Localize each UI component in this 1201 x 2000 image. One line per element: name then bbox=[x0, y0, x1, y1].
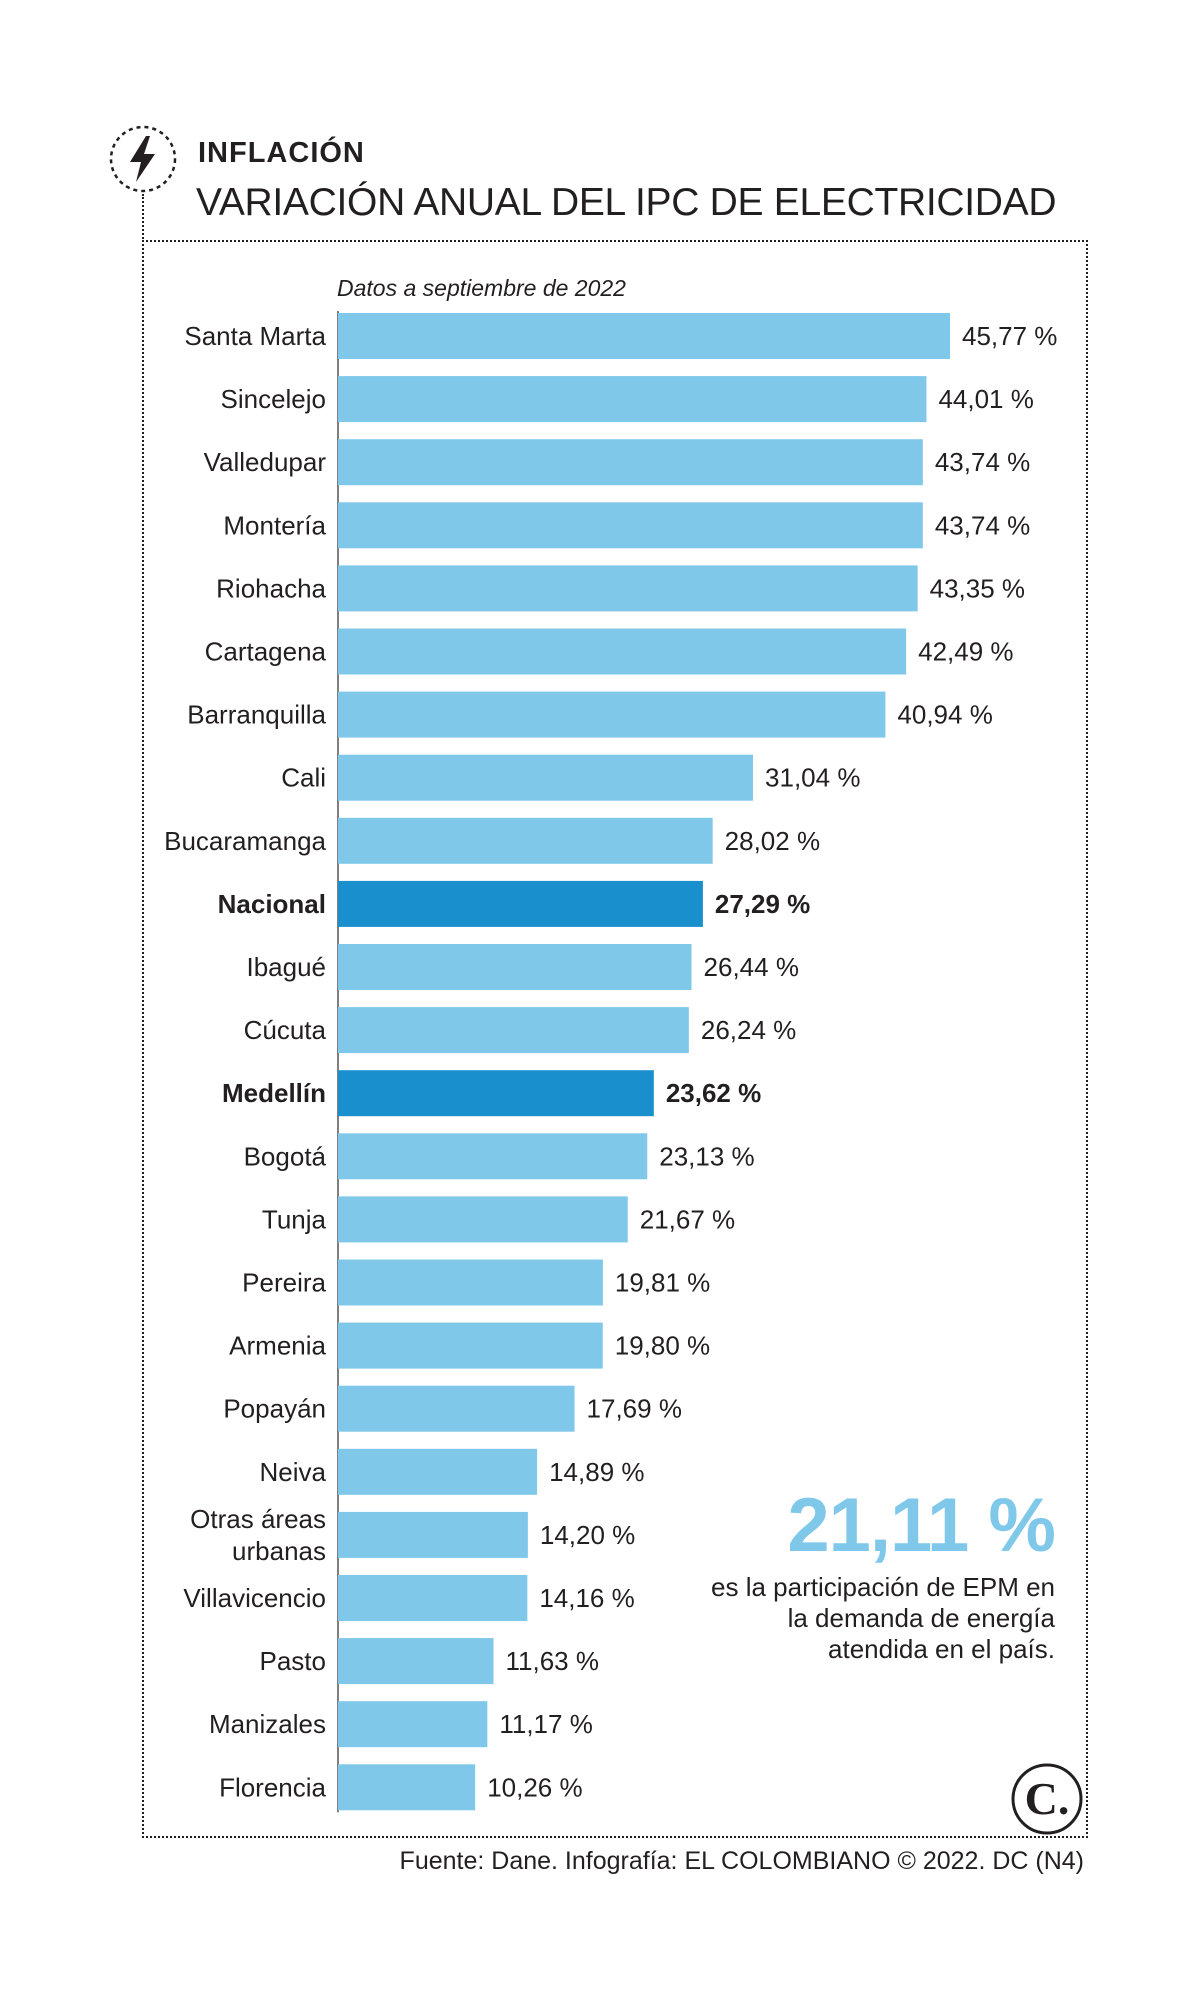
bar-4 bbox=[338, 565, 918, 612]
value-label-11: 26,24 % bbox=[701, 1015, 796, 1045]
value-label-10: 26,44 % bbox=[704, 952, 799, 982]
data-date-note: Datos a septiembre de 2022 bbox=[337, 275, 626, 301]
category-label-18: Neiva bbox=[260, 1457, 327, 1487]
category-label-0: Santa Marta bbox=[184, 321, 326, 351]
value-label-7: 31,04 % bbox=[765, 763, 860, 793]
bar-12 bbox=[338, 1070, 654, 1117]
value-label-4: 43,35 % bbox=[930, 573, 1025, 603]
bar-20 bbox=[338, 1575, 528, 1621]
category-label-15: Pereira bbox=[242, 1268, 326, 1298]
callout-value: 21,11 % bbox=[787, 1483, 1056, 1568]
bar-18 bbox=[338, 1448, 538, 1495]
value-label-20: 14,16 % bbox=[539, 1583, 634, 1613]
value-label-17: 17,69 % bbox=[587, 1394, 682, 1424]
frame-connector-line bbox=[142, 194, 144, 242]
value-label-1: 44,01 % bbox=[938, 384, 1033, 414]
category-label-14: Tunja bbox=[262, 1204, 327, 1234]
source-credit: Fuente: Dane. Infografía: EL COLOMBIANO … bbox=[399, 1847, 1084, 1875]
lightning-bolt-icon bbox=[109, 125, 177, 193]
bar-15 bbox=[338, 1259, 603, 1306]
bar-22 bbox=[338, 1701, 488, 1748]
category-label-23: Florencia bbox=[219, 1772, 326, 1802]
value-label-18: 14,89 % bbox=[549, 1457, 644, 1487]
value-label-19: 14,20 % bbox=[540, 1520, 635, 1550]
logo-letter: C. bbox=[1025, 1773, 1070, 1824]
category-label-10: Ibagué bbox=[246, 952, 326, 982]
chart-frame bbox=[142, 240, 1088, 1838]
category-label-9: Nacional bbox=[218, 889, 326, 919]
bar-1 bbox=[338, 376, 927, 423]
category-label-5: Cartagena bbox=[205, 637, 327, 667]
value-label-22: 11,17 % bbox=[499, 1709, 592, 1739]
value-label-14: 21,67 % bbox=[640, 1204, 735, 1234]
category-label-13: Bogotá bbox=[244, 1141, 327, 1171]
bar-16 bbox=[338, 1322, 603, 1369]
bar-23 bbox=[338, 1764, 476, 1811]
category-label-7: Cali bbox=[281, 763, 326, 793]
category-label-21: Pasto bbox=[260, 1646, 327, 1676]
callout-text: es la participación de EPM en la demanda… bbox=[711, 1572, 1055, 1664]
el-colombiano-logo-icon: C. bbox=[1011, 1763, 1083, 1835]
value-label-21: 11,63 % bbox=[506, 1646, 599, 1676]
value-label-8: 28,02 % bbox=[725, 826, 820, 856]
value-label-9: 27,29 % bbox=[715, 889, 810, 919]
category-label-19: Otras áreas urbanas bbox=[190, 1504, 326, 1566]
chart-title: VARIACIÓN ANUAL DEL IPC DE ELECTRICIDAD bbox=[196, 181, 1057, 224]
bar-0 bbox=[338, 313, 950, 359]
bar-13 bbox=[338, 1133, 648, 1180]
category-label-11: Cúcuta bbox=[244, 1015, 327, 1045]
bar-5 bbox=[338, 628, 907, 675]
value-label-0: 45,77 % bbox=[962, 321, 1057, 351]
value-label-12: 23,62 % bbox=[666, 1078, 761, 1108]
bar-2 bbox=[338, 439, 923, 486]
category-label-20: Villavicencio bbox=[183, 1583, 326, 1613]
bar-19 bbox=[338, 1511, 528, 1558]
bar-6 bbox=[338, 691, 886, 738]
value-label-5: 42,49 % bbox=[918, 637, 1013, 667]
bar-8 bbox=[338, 817, 713, 864]
section-kicker: INFLACIÓN bbox=[198, 137, 365, 169]
category-label-8: Bucaramanga bbox=[164, 826, 326, 856]
value-label-2: 43,74 % bbox=[935, 447, 1030, 477]
bar-10 bbox=[338, 944, 692, 990]
category-label-4: Riohacha bbox=[216, 573, 326, 603]
bar-7 bbox=[338, 754, 754, 801]
bar-14 bbox=[338, 1196, 628, 1243]
category-label-1: Sincelejo bbox=[220, 384, 326, 414]
category-label-2: Valledupar bbox=[204, 447, 327, 477]
value-label-15: 19,81 % bbox=[615, 1268, 710, 1298]
bar-3 bbox=[338, 502, 923, 549]
category-label-16: Armenia bbox=[229, 1331, 326, 1361]
value-label-16: 19,80 % bbox=[615, 1331, 710, 1361]
category-label-6: Barranquilla bbox=[187, 700, 326, 730]
category-label-22: Manizales bbox=[209, 1709, 326, 1739]
category-label-12: Medellín bbox=[222, 1078, 326, 1108]
category-label-17: Popayán bbox=[223, 1394, 326, 1424]
value-label-13: 23,13 % bbox=[659, 1141, 754, 1171]
value-label-3: 43,74 % bbox=[935, 510, 1030, 540]
bar-9 bbox=[338, 880, 703, 927]
category-label-3: Montería bbox=[223, 510, 326, 540]
value-label-6: 40,94 % bbox=[897, 700, 992, 730]
bar-21 bbox=[338, 1638, 494, 1685]
bar-11 bbox=[338, 1007, 689, 1054]
value-label-23: 10,26 % bbox=[487, 1772, 582, 1802]
bar-17 bbox=[338, 1385, 575, 1432]
